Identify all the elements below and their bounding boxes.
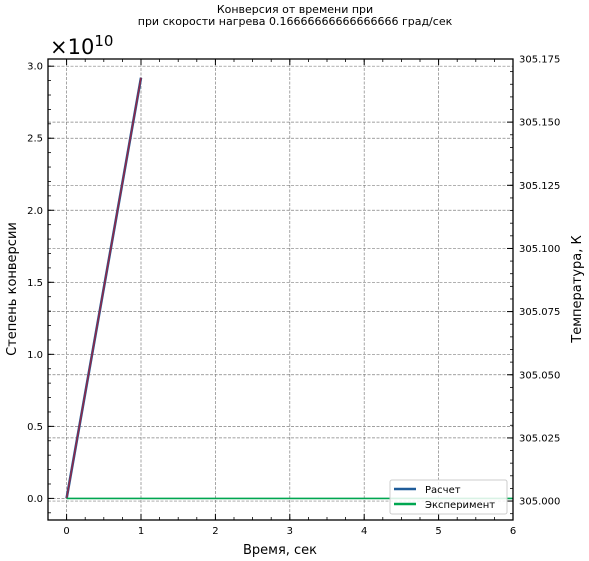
plot-frame [47, 58, 514, 521]
offset-text-base: ×10 [50, 35, 94, 59]
x-tick-label: 6 [510, 526, 516, 537]
y-left-tick-label: 1.5 [27, 278, 43, 289]
x-axis-label: Время, сек [243, 543, 317, 558]
offset-text-exponent: 10 [94, 32, 113, 50]
x-tick-label: 2 [212, 526, 218, 537]
legend-label-exp: Эксперимент [425, 500, 495, 511]
y-right-tick-label: 305.050 [519, 370, 560, 381]
y-left-tick-label: 2.0 [27, 206, 43, 217]
y-axis-left-label: Степень конверсии [5, 222, 20, 356]
y-left-tick-label: 3.0 [27, 62, 43, 73]
legend-label-calc: Расчет [425, 485, 461, 496]
legend: Расчет Эксперимент [389, 479, 508, 515]
legend-box [389, 479, 508, 515]
y-right-tick-label: 305.100 [519, 244, 560, 255]
y-right-tick-label: 305.125 [519, 181, 560, 192]
y-right-tick-label: 305.000 [519, 497, 560, 508]
chart-title-line2: при скорости нагрева 0.16666666666666666… [138, 15, 453, 28]
y-right-tick-label: 305.150 [519, 118, 560, 129]
y-axis-right-label: Температура, К [570, 235, 585, 343]
x-tick-label: 4 [361, 526, 367, 537]
chart-title-line1: Конверсия от времени при [217, 3, 373, 16]
grid-lines [48, 58, 514, 520]
x-tick-label: 0 [63, 526, 69, 537]
y-left-tick-label: 2.5 [27, 134, 43, 145]
x-tick-label: 3 [287, 526, 293, 537]
ticks-group: 0 1 2 3 4 5 6 0.0 0.5 1.0 1.5 2.0 2.5 3.0 305.000 305.0… [27, 55, 560, 538]
x-tick-label: 5 [435, 526, 441, 537]
offset-text: ×1010 [50, 32, 113, 59]
y-left-tick-label: 0.0 [27, 494, 43, 505]
y-right-tick-label: 305.025 [519, 433, 560, 444]
y-left-tick-label: 1.0 [27, 350, 43, 361]
x-tick-label: 1 [138, 526, 144, 537]
y-right-tick-label: 305.075 [519, 307, 560, 318]
y-left-tick-label: 0.5 [27, 422, 43, 433]
y-right-tick-label: 305.175 [519, 55, 560, 66]
series-line-1 [65, 77, 142, 499]
